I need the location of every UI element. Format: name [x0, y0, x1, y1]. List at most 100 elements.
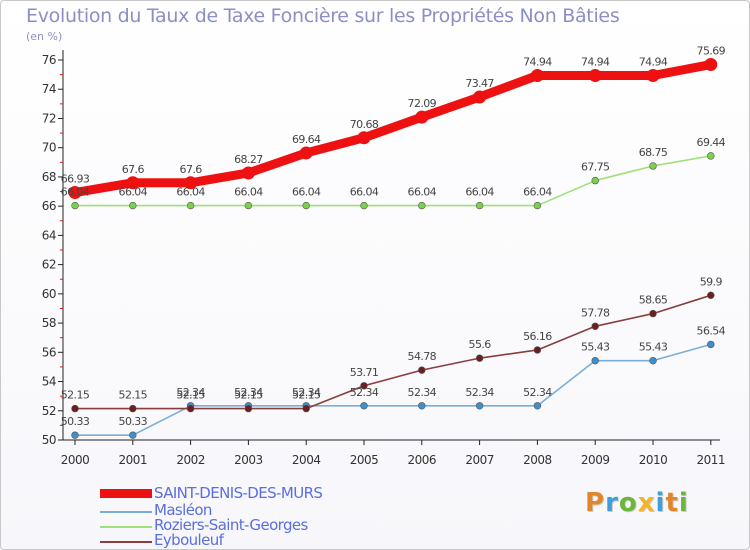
y-tick-label: 74 — [42, 82, 56, 96]
data-label: 72.09 — [408, 97, 437, 110]
x-tick-label: 2007 — [465, 453, 494, 467]
data-point — [533, 402, 542, 410]
chart-title: Evolution du Taux de Taxe Foncière sur l… — [26, 5, 620, 27]
data-point — [357, 131, 371, 145]
data-label: 55.43 — [581, 341, 610, 354]
series-line-0 — [70, 60, 716, 198]
y-tick-label: 68 — [42, 170, 56, 184]
y-tick-label: 70 — [42, 141, 56, 155]
data-point — [184, 176, 198, 190]
y-tick-label: 54 — [42, 375, 56, 389]
data-label: 66.04 — [234, 186, 263, 199]
legend-label: Roziers-Saint-Georges — [154, 516, 308, 534]
y-tick-label: 56 — [42, 345, 56, 359]
data-label: 66.04 — [119, 186, 148, 199]
data-point — [71, 431, 79, 439]
data-point — [475, 402, 484, 410]
data-label: 52.34 — [176, 386, 205, 399]
data-point — [530, 68, 544, 82]
data-point — [126, 176, 140, 190]
data-label: 52.34 — [465, 386, 494, 399]
data-point — [475, 354, 484, 362]
x-tick-label: 2001 — [119, 453, 148, 467]
data-point — [299, 146, 313, 160]
y-tick-label: 60 — [42, 287, 56, 301]
data-label: 75.69 — [697, 45, 726, 58]
data-label: 67.6 — [180, 163, 203, 176]
data-label: 68.75 — [639, 146, 668, 159]
data-label: 58.65 — [639, 294, 668, 307]
data-point — [418, 366, 426, 374]
data-point — [533, 201, 542, 210]
data-point — [591, 176, 599, 185]
data-point — [129, 431, 137, 439]
x-tick-label: 2000 — [61, 453, 90, 467]
data-point — [473, 90, 487, 104]
legend-item: Eybouleuf — [100, 531, 360, 550]
legend-item: Roziers-Saint-Georges — [100, 516, 360, 535]
x-tick-label: 2002 — [176, 453, 205, 467]
data-label: 59.9 — [700, 275, 723, 288]
y-tick-label: 58 — [42, 316, 56, 330]
data-label: 66.04 — [408, 186, 437, 199]
data-label: 56.54 — [697, 324, 726, 337]
data-label: 55.43 — [639, 341, 668, 354]
data-label: 52.34 — [408, 386, 437, 399]
x-tick-label: 2005 — [350, 453, 379, 467]
data-label: 74.94 — [581, 55, 610, 68]
legend-swatch — [100, 489, 152, 498]
data-label: 52.34 — [292, 386, 321, 399]
y-tick-label: 62 — [42, 258, 56, 272]
y-tick-label: 50 — [42, 433, 56, 447]
data-label: 66.04 — [523, 186, 552, 199]
x-tick-label: 2008 — [523, 453, 552, 467]
data-label: 66.04 — [350, 186, 379, 199]
data-label: 53.71 — [350, 366, 379, 379]
legend-item: Masléon — [100, 501, 360, 520]
legend-label: Eybouleuf — [154, 531, 224, 549]
data-label: 52.15 — [61, 389, 90, 402]
data-label: 66.93 — [61, 173, 90, 186]
data-label: 52.34 — [523, 386, 552, 399]
data-point — [646, 68, 660, 82]
data-point — [649, 309, 657, 318]
data-point — [360, 201, 368, 210]
data-label: 66.04 — [465, 186, 494, 199]
x-tick-label: 2011 — [697, 453, 726, 467]
data-point — [302, 404, 310, 413]
data-label: 52.15 — [119, 389, 148, 402]
logo-letter: r — [605, 488, 619, 518]
data-point — [129, 201, 137, 210]
data-label: 54.78 — [408, 350, 437, 363]
y-tick-label: 52 — [42, 404, 56, 418]
data-label: 74.94 — [639, 55, 668, 68]
data-label: 55.6 — [469, 338, 492, 351]
logo-letter: o — [618, 488, 638, 518]
legend-label: Masléon — [154, 501, 212, 519]
data-label: 52.34 — [234, 386, 263, 399]
data-label: 69.44 — [697, 136, 726, 149]
data-label: 66.04 — [176, 186, 205, 199]
data-label: 66.04 — [61, 186, 90, 199]
data-point — [418, 201, 426, 210]
legend-swatch — [100, 526, 152, 528]
data-label: 50.33 — [61, 415, 90, 428]
chart-unit: (en %) — [26, 30, 63, 43]
data-point — [588, 68, 602, 82]
data-label: 50.33 — [119, 415, 148, 428]
data-point — [418, 402, 426, 410]
legend-label: SAINT-DENIS-DES-MURS — [154, 484, 323, 502]
data-point — [186, 404, 195, 413]
legend-swatch — [100, 511, 152, 513]
data-point — [129, 404, 137, 413]
data-label: 69.64 — [292, 133, 321, 146]
legend-item: SAINT-DENIS-DES-MURS — [100, 484, 360, 503]
data-label: 52.34 — [350, 386, 379, 399]
data-label: 52.15 — [234, 389, 263, 402]
logo-letter: x — [637, 488, 656, 518]
data-label: 57.78 — [581, 306, 610, 319]
data-point — [244, 404, 253, 413]
data-point — [475, 201, 484, 210]
